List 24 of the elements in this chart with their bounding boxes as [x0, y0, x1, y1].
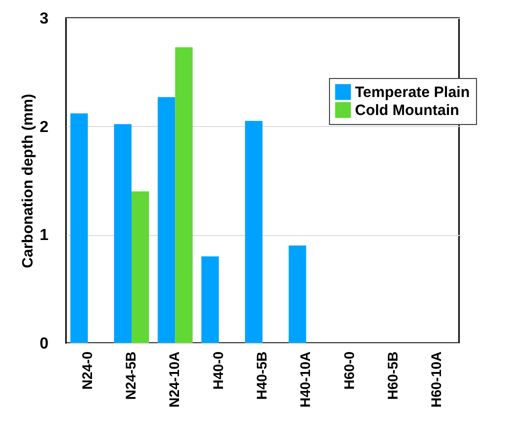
x-tick-label: H40-5B — [254, 352, 270, 400]
bar — [245, 120, 262, 343]
x-tick-label: H40-10A — [297, 352, 314, 408]
x-tick-label: H40-0 — [210, 351, 226, 390]
legend-label: Cold Mountain — [355, 102, 460, 119]
y-tick-label: 1 — [40, 227, 49, 244]
bar — [201, 256, 219, 343]
bar — [158, 97, 176, 343]
bar — [114, 124, 132, 343]
x-tick-label: N24-0 — [78, 351, 95, 390]
x-tick-label: H60-0 — [340, 351, 357, 390]
y-tick-label: 2 — [40, 118, 49, 136]
x-tick-label: N24-5B — [122, 352, 138, 400]
bar — [70, 113, 88, 343]
x-tick-label: H60-5B — [384, 352, 400, 400]
x-tick-label: N24-10A — [166, 352, 182, 408]
legend-label: Temperate Plain — [355, 84, 470, 101]
y-tick-label: 0 — [40, 336, 49, 352]
y-axis-title: Carbonation depth (mm) — [20, 94, 37, 268]
bar — [175, 47, 193, 343]
x-tick-label: H60-10A — [428, 352, 444, 408]
y-tick-label: 3 — [40, 10, 49, 28]
bar — [132, 191, 149, 343]
bar — [288, 246, 306, 343]
